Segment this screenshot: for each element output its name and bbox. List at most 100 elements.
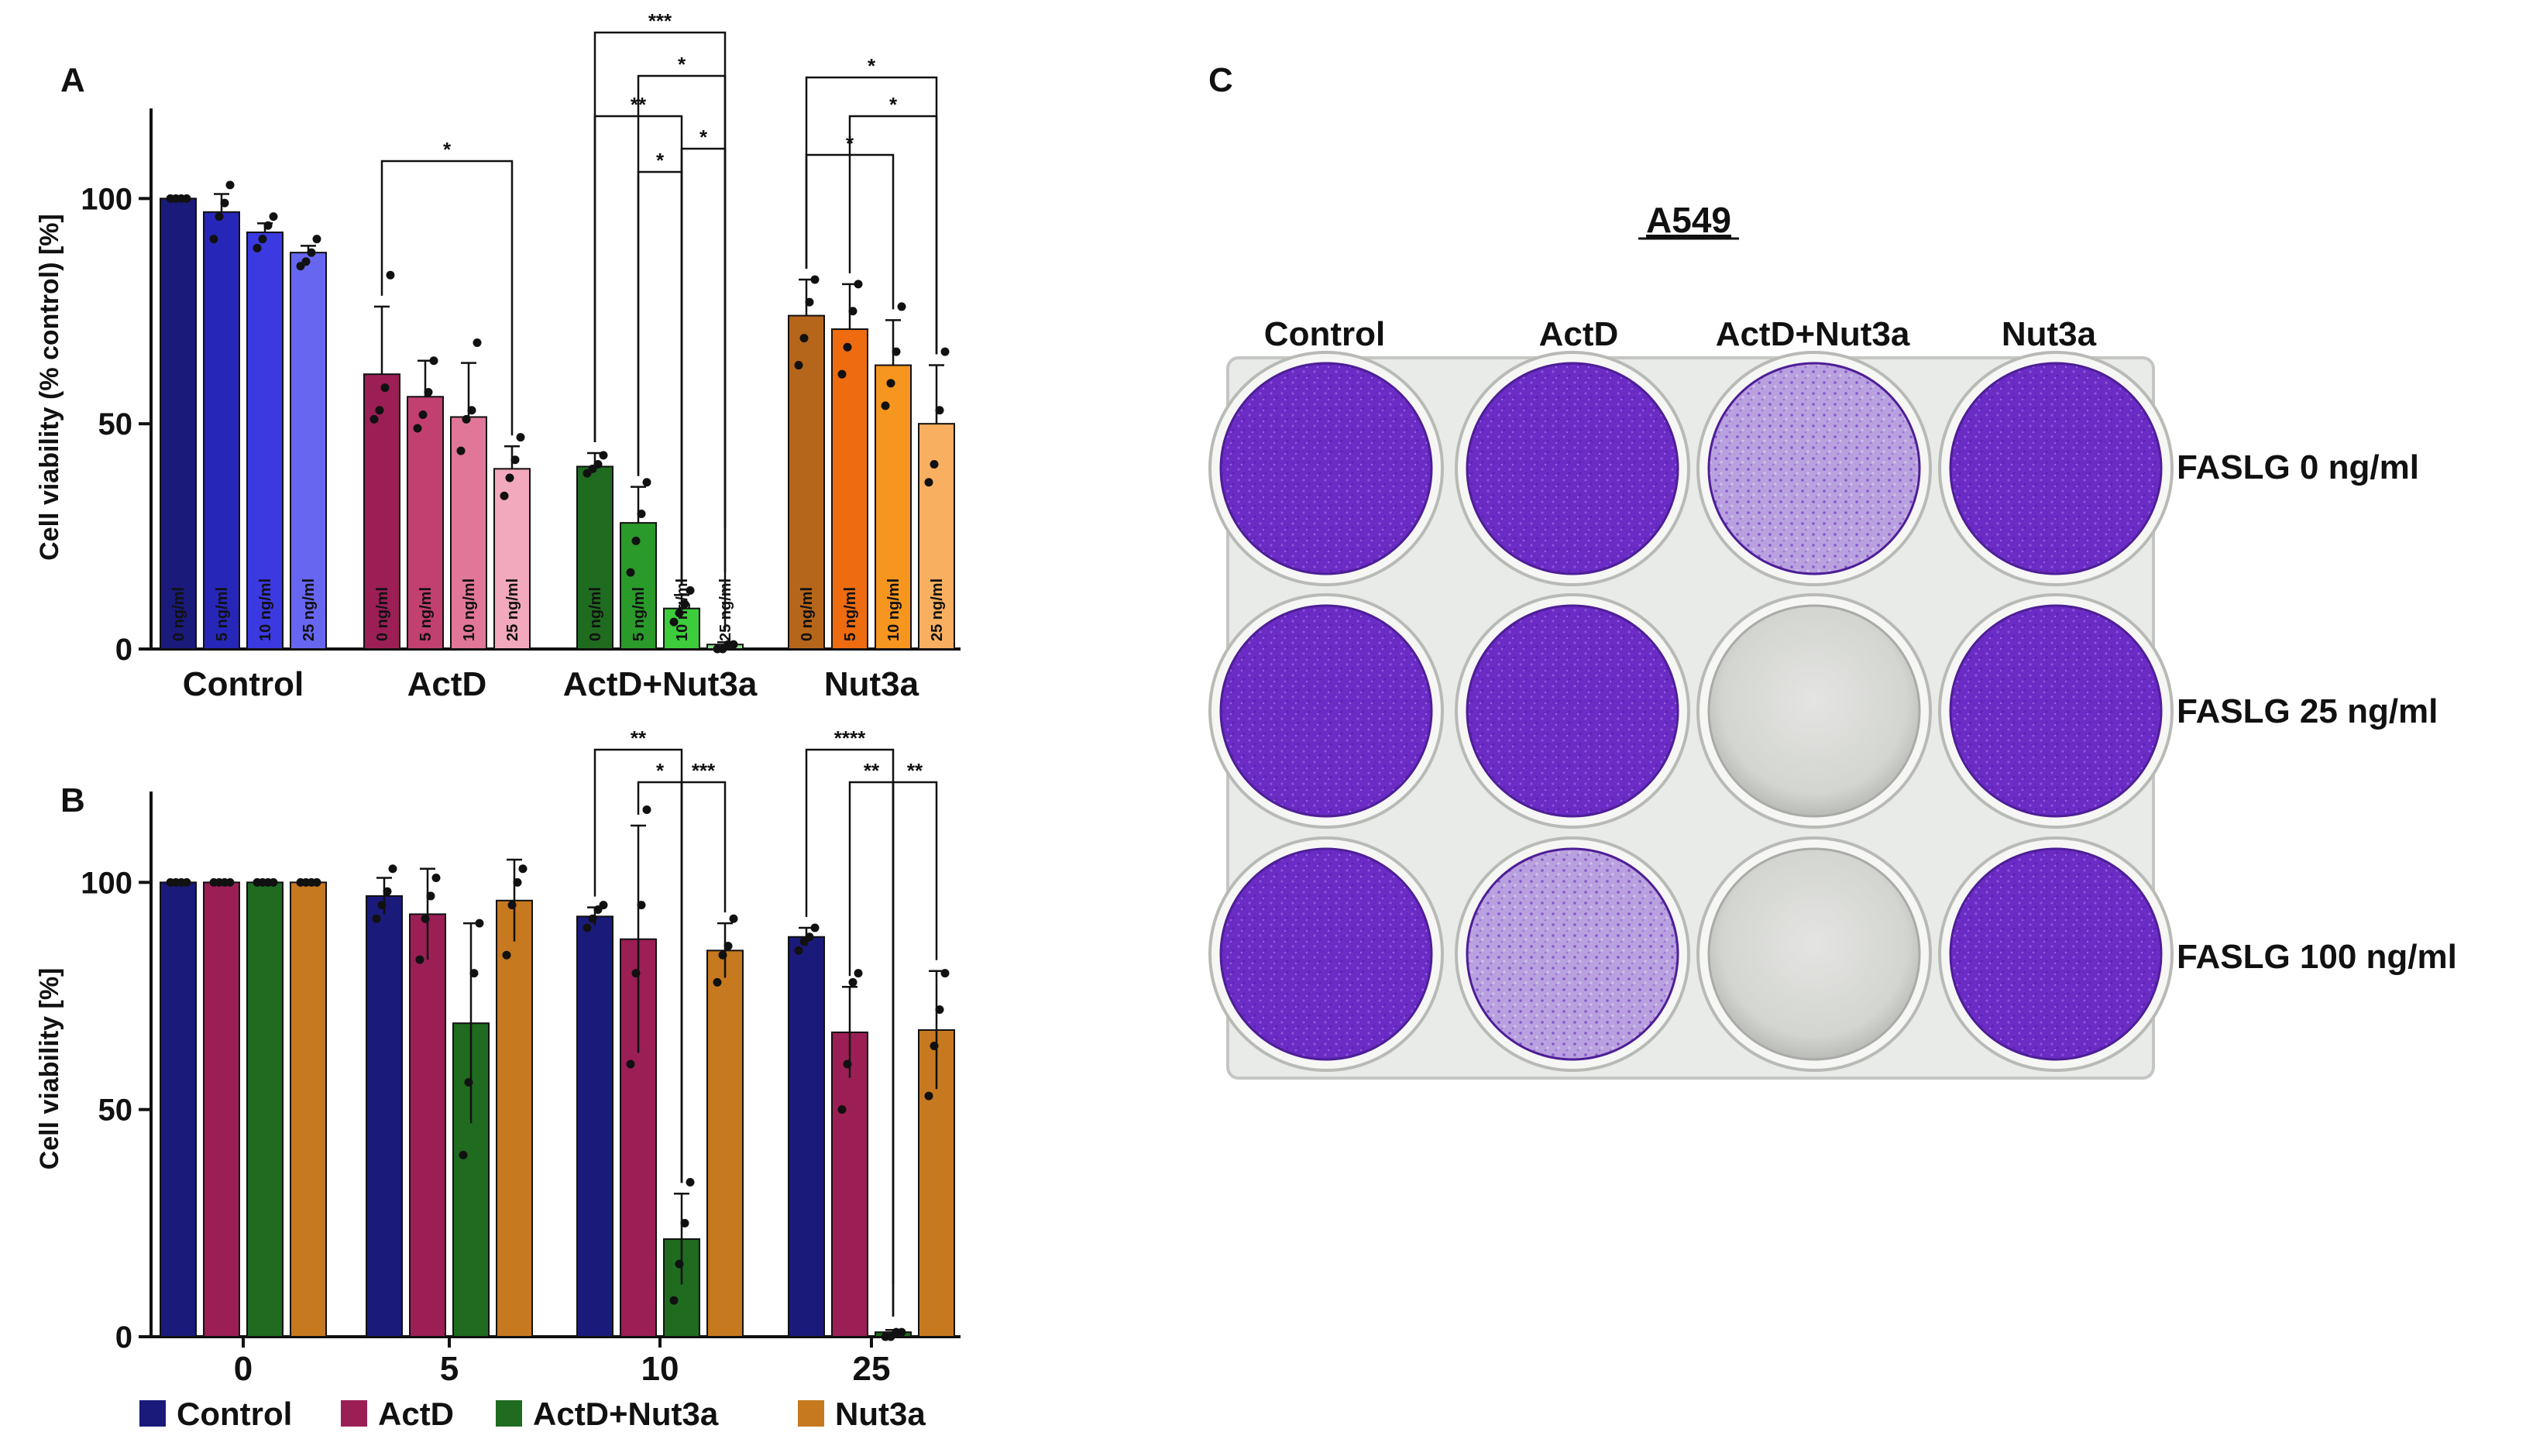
row-label-1: FASLG 25 ng/ml [2177,692,2438,730]
chart-b-point-3-1-3 [518,864,528,874]
chart-a-point-2-2-3 [686,585,695,595]
chart-b-sig-label-2: *** [692,759,716,782]
chart-a-point-3-3-2 [935,406,944,415]
chart-a-sig-bracket-1 [593,31,727,528]
chart-b-point-0-3-2 [805,932,814,942]
chart-a-point-2-1-2 [637,510,646,518]
chart-b-point-2-1-0 [459,1150,468,1159]
chart-b-point-2-2-0 [669,1296,679,1305]
chart-b-point-1-1-3 [431,873,441,882]
well-1-1 [1466,604,1679,818]
chart-b-point-1-1-2 [426,891,435,901]
legend-swatch-nut3a [798,1400,824,1427]
chart-b-point-3-3-1 [930,1042,939,1051]
chart-a-point-1-0-3 [386,270,395,280]
chart-b-point-1-3-2 [848,977,858,987]
chart-a-point-3-0-3 [810,275,820,284]
chart-a-sig-bracket-5 [680,147,727,632]
chart-a-point-2-2-0 [669,617,679,627]
chart-a-point-0-1-3 [225,180,235,190]
chart-a-point-3-1-0 [837,369,847,379]
chart-b-point-0-3-0 [794,946,803,955]
chart-a-bar-label-3-2: 10 ng/ml [885,579,902,641]
chart-a-point-0-0-3 [182,194,191,203]
chart-a-point-0-3-2 [307,248,316,257]
chart-b-point-3-2-1 [718,950,727,960]
chart-b-point-3-3-2 [935,1005,944,1015]
panel-label-b: B [60,781,85,819]
chart-a-ytick-label-0: 0 [115,633,132,667]
chart-a-point-0-2-2 [263,221,273,230]
chart-a-sig-label-6: * [868,54,876,77]
chart-a-group-label-3: Nut3a [824,665,919,703]
chart-a-bar-0-3 [290,252,327,650]
chart-b-sig-bracket-2 [680,781,727,1183]
chart-a-point-0-3-3 [312,235,321,244]
chart-a-point-1-2-0 [456,446,466,455]
chart-a-sig-bracket-6 [805,76,938,355]
chart-a-point-1-3-3 [516,433,525,442]
legend-label-actd-nut3a: ActD+Nut3a [533,1396,719,1432]
chart-b-point-3-1-0 [502,950,511,960]
chart-a-sig-bracket-0 [380,160,514,436]
chart-a-bar-label-2-1: 5 ng/ml [631,587,648,641]
chart-a: Cell viability (% control) [%] 0 50 100 Con… [35,9,961,703]
well-0-2 [1707,362,1921,575]
chart-a-ylabel: Cell viability (% control) [%] [35,214,64,561]
chart-b-point-1-1-0 [415,955,424,964]
chart-b-point-2-1-3 [475,919,484,928]
chart-b-ytick-label-1: 50 [98,1094,133,1128]
chart-b-point-0-3-3 [810,923,820,932]
chart-b-category-label-1: 5 [440,1350,459,1388]
chart-b-sig-label-4: ** [864,759,880,782]
chart-b-point-2-3-3 [897,1327,906,1337]
chart-a-point-1-2-2 [467,406,476,415]
chart-b-point-3-2-3 [729,914,738,923]
chart-b-point-3-2-0 [713,977,722,987]
chart-a-point-2-3-3 [729,640,738,649]
column-label-actd-nut3a: ActD+Nut3a [1716,315,1910,353]
chart-b-bar-1-1 [409,913,446,1338]
chart-a-bar-label-3-3: 25 ng/ml [929,579,946,641]
chart-a-bar-label-0-1: 5 ng/ml [214,587,231,641]
chart-a-bar-label-1-0: 0 ng/ml [374,587,391,641]
chart-a-bar-label-3-1: 5 ng/ml [842,587,859,641]
column-label-nut3a: Nut3a [2002,315,2097,353]
chart-a-point-3-0-0 [794,361,803,370]
chart-a-point-3-3-3 [940,347,950,356]
chart-b-ytick-label-0: 0 [115,1320,132,1355]
chart-a-bar-label-3-0: 0 ng/ml [799,587,816,641]
chart-a-point-1-1-3 [429,356,438,366]
chart-b-bar-3-2 [706,949,744,1338]
chart-a-point-1-2-3 [473,338,482,347]
chart-b-ylabel: Cell viability [%] [35,968,64,1170]
chart-b-point-3-1-2 [513,877,522,887]
well-plate-photo: A549 Control ActD ActD+Nut3a Nut3a FASLG… [1208,200,2457,1080]
chart-a-sig-bracket-8 [805,153,895,310]
chart-b-point-0-0-3 [182,877,191,887]
chart-a-ytick-label-2: 100 [81,182,132,216]
chart-b-point-2-1-1 [464,1077,473,1087]
chart-b-point-1-0-3 [225,877,235,887]
chart-b-category-label-0: 0 [234,1350,253,1388]
chart-b-point-2-2-3 [686,1178,695,1187]
well-1-0 [1219,604,1433,818]
chart-a-point-2-0-3 [599,451,608,460]
chart-a-point-3-3-0 [924,478,933,487]
legend-label-nut3a: Nut3a [835,1396,926,1432]
chart-a-group-label-2: ActD+Nut3a [563,665,758,703]
chart-a-bar-label-0-0: 0 ng/ml [170,587,187,641]
legend-swatch-control [139,1400,166,1427]
chart-a-point-1-0-2 [380,383,390,393]
chart-a-sig-label-1: *** [648,9,672,33]
chart-a-point-3-2-2 [892,347,901,356]
chart-a-bar-label-2-2: 10 ng/ml [674,579,691,641]
chart-b-point-0-1-0 [372,914,381,923]
chart-b-ytick-label-2: 100 [81,866,132,900]
legend-swatch-actd [341,1400,367,1427]
chart-a-bar-label-0-2: 10 ng/ml [257,579,274,641]
chart-b-bar-0-2 [576,915,613,1338]
chart-a-sig-label-7: * [889,93,898,116]
chart-a-point-1-3-2 [510,455,520,465]
chart-b-point-0-1-1 [377,901,387,910]
